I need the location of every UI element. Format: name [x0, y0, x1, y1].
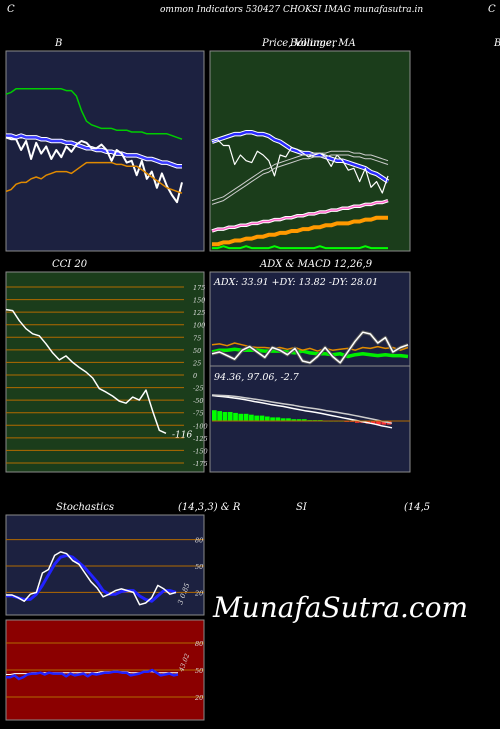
cci-tick-label: -100: [193, 422, 208, 430]
stochastics-params: (14,3,3) & R: [178, 502, 241, 513]
cci-tick-label: 175: [193, 284, 205, 292]
cci-tick-label: -150: [193, 447, 208, 455]
adx-readout: ADX: 33.91 +DY: 13.82 -DY: 28.01: [213, 277, 378, 288]
cci-title: CCI 20: [52, 259, 88, 270]
macd-histogram-bar: [254, 415, 260, 421]
cci-tick-label: -25: [193, 385, 203, 393]
cci-tick-label: -125: [193, 435, 208, 443]
plus_di-line: [211, 342, 409, 352]
macd-histogram-bar: [233, 412, 238, 421]
adx-chart: [211, 330, 409, 365]
macd-histogram-bar: [286, 418, 291, 421]
price-line: [211, 139, 389, 194]
macd-histogram-bar: [302, 419, 307, 421]
macd-histogram-bar: [264, 416, 270, 421]
volume-line: [212, 245, 388, 250]
macd-histogram-bar: [238, 413, 244, 421]
stochastics-panel: [5, 514, 205, 616]
header-title: ommon Indicators 530427 CHOKSI IMAG muna…: [160, 5, 423, 15]
cci-tick-label: 25: [192, 359, 201, 367]
cci-panel: [5, 271, 205, 473]
macd-histogram-bar: [275, 417, 281, 421]
macd-histogram-bar: [217, 411, 222, 421]
adx-macd-panel: [209, 271, 411, 473]
rsi-line: [6, 668, 179, 681]
watermark: MunafaSutra.com: [212, 591, 468, 624]
price-volume-chart: [211, 129, 390, 250]
price-volume-panel: [209, 50, 411, 252]
macd-histogram-bar: [354, 421, 360, 423]
cci-tick-label: 0: [193, 372, 197, 380]
ma_long_2-line: [211, 154, 389, 205]
macd-histogram-bar: [249, 414, 254, 421]
macd-histogram-bar: [212, 410, 217, 421]
rsi-tick-label: 80: [195, 640, 203, 648]
ma_pink-line: [211, 199, 389, 232]
cci-tick-label: -75: [193, 410, 203, 418]
ma_orange-line: [212, 215, 388, 247]
signal-line: [211, 394, 393, 424]
right-edge-letter: B: [493, 38, 500, 49]
macd-histogram-bar: [291, 419, 297, 421]
cci-tick-label: 100: [193, 322, 205, 330]
macd-histogram-bar: [270, 417, 275, 421]
bollinger-chart: [5, 88, 183, 204]
price-overlay-title: Bollinger: [289, 38, 338, 49]
cci-tick-label: -50: [193, 397, 203, 405]
ma_long_1-line: [211, 150, 389, 202]
macd-histogram-bar: [222, 412, 228, 421]
bollinger-title: B: [54, 38, 62, 49]
stoch-tick-label: 80: [195, 537, 203, 545]
price-line: [5, 136, 183, 204]
stochastics-title: Stochastics: [56, 502, 114, 513]
stoch-tick-label: 50: [195, 563, 203, 571]
stoch-tick-label: 20: [194, 589, 203, 597]
rsi-title: SI: [296, 502, 308, 513]
rsi-tick-label: 20: [194, 694, 203, 702]
macd-histogram-bar: [376, 421, 381, 425]
macd-histogram-bar: [259, 415, 265, 421]
rsi-params: (14,5: [404, 502, 430, 513]
macd-readout: 94.36, 97.06, -2.7: [214, 372, 300, 383]
macd-histogram-bar: [296, 419, 302, 421]
macd-chart: [211, 394, 410, 429]
lower-line: [5, 161, 183, 194]
d-line: [6, 553, 177, 603]
cci-tick-label: -175: [193, 460, 208, 468]
cci-tick-label: 75: [193, 334, 201, 342]
cci-latest-label: -116: [172, 430, 192, 440]
upper-line: [5, 88, 183, 140]
macd-histogram-bar: [227, 412, 233, 421]
macd-histogram-bar: [280, 418, 286, 421]
k-line: [6, 551, 177, 606]
macd-histogram-bar: [381, 421, 387, 425]
ema_blue-line: [211, 130, 389, 183]
adx-macd-title: ADX & MACD 12,26,9: [259, 259, 373, 270]
price-volume-title: Price, Volume, MA: [261, 38, 356, 49]
rsi-tick-label: 50: [195, 667, 203, 675]
cci-tick-label: 150: [193, 297, 205, 305]
macd-histogram-bar: [370, 421, 376, 424]
cci-tick-label: 125: [193, 309, 205, 317]
cci-tick-label: 50: [193, 347, 201, 355]
macd-histogram-bar: [243, 413, 249, 421]
header-right-letter: C: [488, 4, 496, 15]
macd-line: [211, 394, 393, 429]
cci-line: [5, 308, 167, 434]
minus_di-line: [211, 331, 409, 364]
header-left-letter: C: [7, 4, 15, 15]
cci-chart: 175 150 125 100 75 50 25 0 -25 -50 -75 -100 -125 -150…: [5, 284, 208, 468]
